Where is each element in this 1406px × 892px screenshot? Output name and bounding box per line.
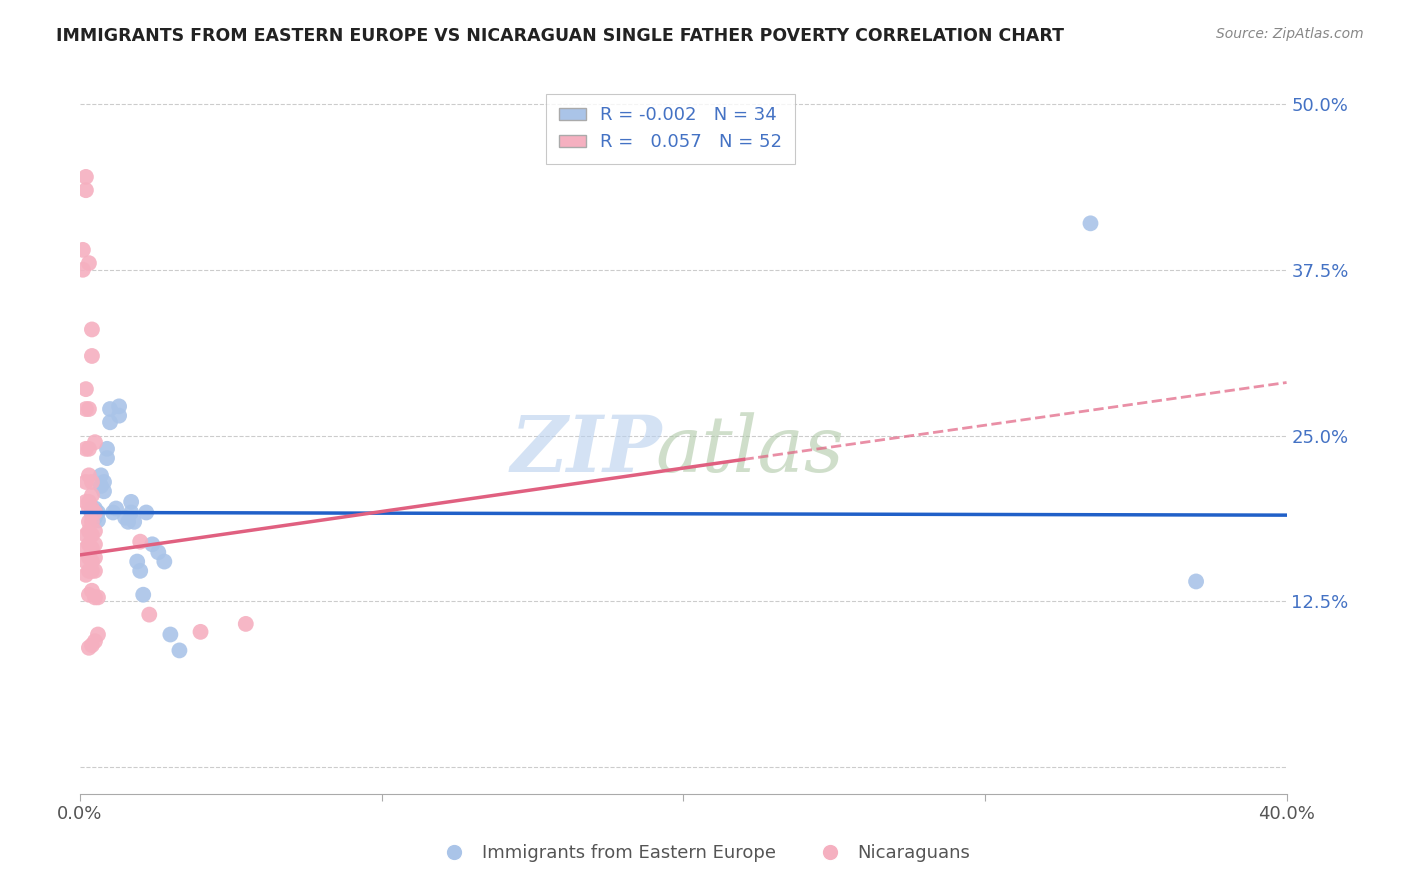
Point xyxy=(87,591,110,605)
Point xyxy=(96,442,118,456)
Y-axis label: Single Father Poverty: Single Father Poverty xyxy=(0,347,8,524)
Point xyxy=(80,501,103,516)
Point xyxy=(87,627,110,641)
Point xyxy=(120,495,142,509)
Point xyxy=(75,183,97,197)
Point xyxy=(135,506,157,520)
Point xyxy=(75,442,97,456)
Point xyxy=(84,506,107,520)
Point xyxy=(75,382,97,396)
Point xyxy=(120,506,142,520)
Point xyxy=(75,555,97,569)
Point xyxy=(108,409,131,423)
Point xyxy=(87,513,110,527)
Point xyxy=(77,524,100,538)
Point xyxy=(93,475,115,489)
Point xyxy=(84,634,107,648)
Point xyxy=(75,567,97,582)
Point xyxy=(84,510,107,524)
Point xyxy=(75,541,97,556)
Point xyxy=(84,550,107,565)
Point xyxy=(108,400,131,414)
Point xyxy=(77,564,100,578)
Point xyxy=(87,506,110,520)
Point xyxy=(75,528,97,542)
Point xyxy=(84,524,107,538)
Point xyxy=(80,501,103,516)
Point xyxy=(101,506,124,520)
Text: Source: ZipAtlas.com: Source: ZipAtlas.com xyxy=(1216,27,1364,41)
Point xyxy=(77,501,100,516)
Point xyxy=(84,591,107,605)
Point xyxy=(80,638,103,652)
Point xyxy=(90,468,112,483)
Point xyxy=(84,501,107,516)
Point xyxy=(77,588,100,602)
Point xyxy=(77,442,100,456)
Point xyxy=(98,402,121,417)
Point xyxy=(132,588,155,602)
Point xyxy=(153,555,176,569)
Point xyxy=(159,627,181,641)
Text: ZIP: ZIP xyxy=(510,411,662,488)
Point xyxy=(77,468,100,483)
Point xyxy=(117,515,139,529)
Point xyxy=(93,484,115,499)
Point xyxy=(122,515,145,529)
Point xyxy=(1185,574,1208,589)
Point xyxy=(75,475,97,489)
Point xyxy=(98,415,121,429)
Point xyxy=(80,488,103,502)
Point xyxy=(80,541,103,556)
Point xyxy=(105,501,128,516)
Point xyxy=(75,169,97,184)
Point xyxy=(84,435,107,450)
Point xyxy=(84,537,107,551)
Point xyxy=(190,624,212,639)
Point xyxy=(1080,216,1102,230)
Point xyxy=(138,607,160,622)
Point xyxy=(129,534,152,549)
Point xyxy=(77,256,100,270)
Point xyxy=(80,564,103,578)
Point xyxy=(129,564,152,578)
Text: atlas: atlas xyxy=(655,412,844,488)
Legend: R = -0.002   N = 34, R =   0.057   N = 52: R = -0.002 N = 34, R = 0.057 N = 52 xyxy=(546,94,794,164)
Point xyxy=(77,495,100,509)
Point xyxy=(75,495,97,509)
Point xyxy=(77,402,100,417)
Point xyxy=(141,537,163,551)
Point xyxy=(80,555,103,569)
Text: IMMIGRANTS FROM EASTERN EUROPE VS NICARAGUAN SINGLE FATHER POVERTY CORRELATION C: IMMIGRANTS FROM EASTERN EUROPE VS NICARA… xyxy=(56,27,1064,45)
Point xyxy=(90,479,112,493)
Point xyxy=(80,475,103,489)
Point xyxy=(80,528,103,542)
Point xyxy=(148,545,170,559)
Point xyxy=(77,550,100,565)
Point xyxy=(127,555,149,569)
Point xyxy=(72,243,94,257)
Point xyxy=(96,451,118,466)
Point xyxy=(169,643,191,657)
Point xyxy=(77,515,100,529)
Point xyxy=(80,349,103,363)
Point xyxy=(77,537,100,551)
Point xyxy=(80,508,103,523)
Point xyxy=(77,640,100,655)
Point xyxy=(72,262,94,277)
Point xyxy=(80,515,103,529)
Point xyxy=(80,583,103,598)
Point xyxy=(75,402,97,417)
Point xyxy=(80,322,103,336)
Point xyxy=(84,564,107,578)
Legend: Immigrants from Eastern Europe, Nicaraguans: Immigrants from Eastern Europe, Nicaragu… xyxy=(429,838,977,870)
Point xyxy=(235,616,257,631)
Point xyxy=(114,510,136,524)
